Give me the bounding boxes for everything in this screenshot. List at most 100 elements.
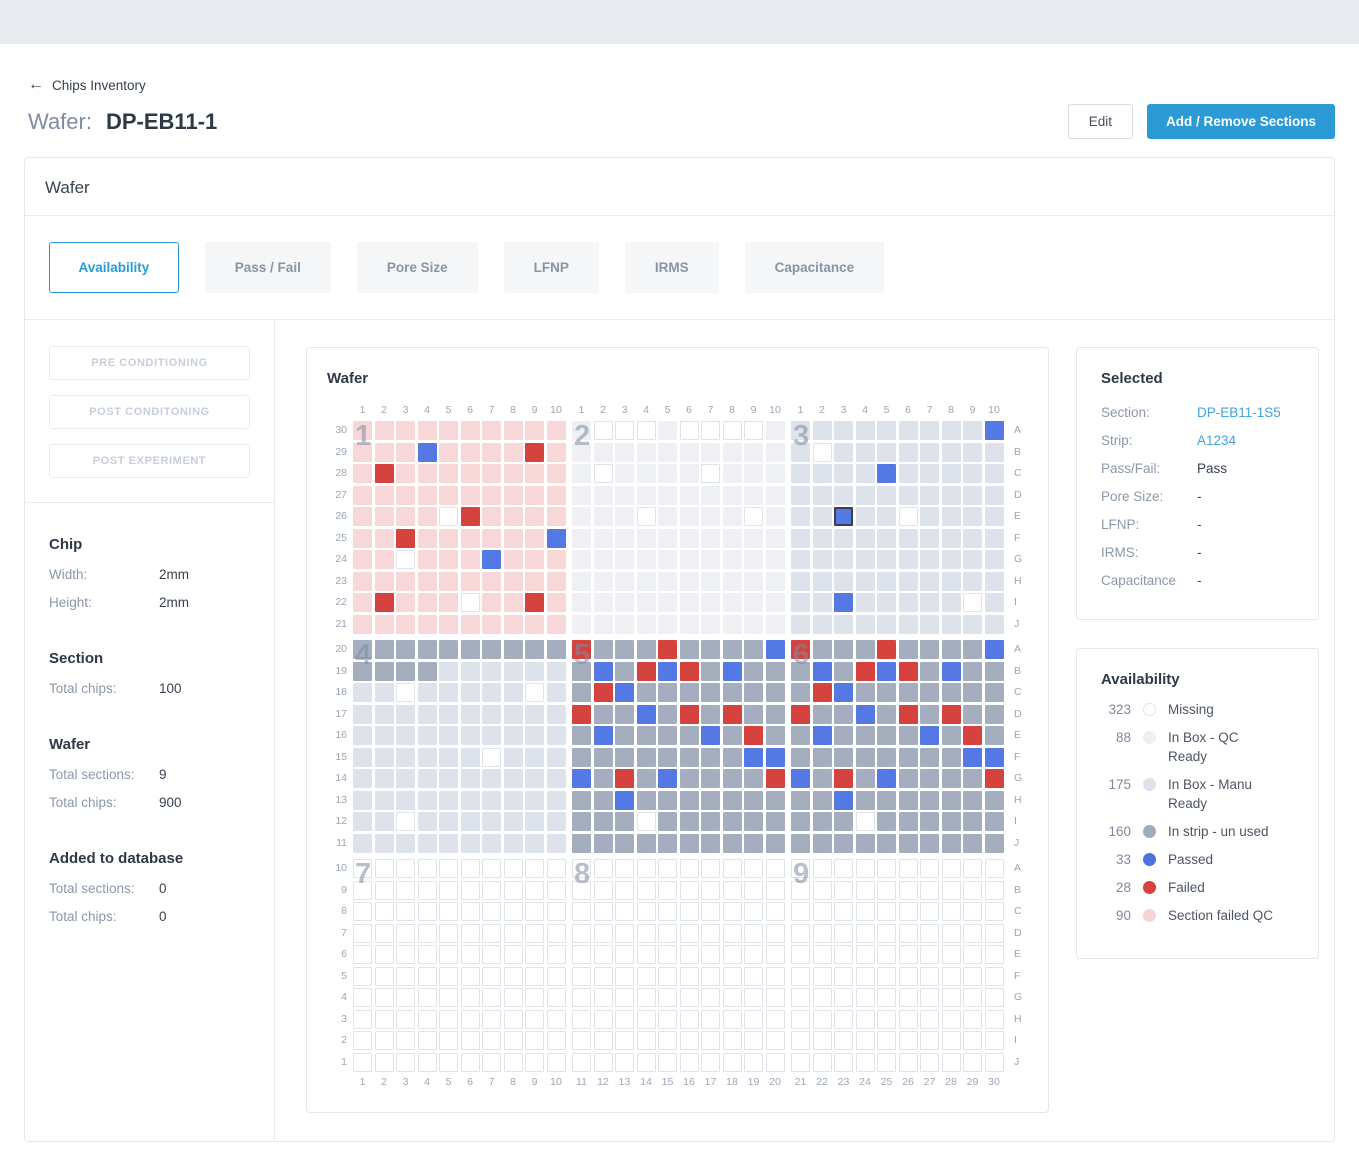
wafer-cell[interactable] bbox=[658, 485, 677, 505]
wafer-cell[interactable] bbox=[963, 550, 982, 569]
wafer-cell[interactable] bbox=[374, 747, 394, 767]
wafer-cell[interactable] bbox=[572, 683, 591, 702]
wafer-cell[interactable] bbox=[482, 966, 501, 986]
wafer-cell[interactable] bbox=[898, 683, 918, 702]
wafer-cell[interactable] bbox=[765, 945, 785, 964]
wafer-cell[interactable] bbox=[744, 571, 763, 591]
wafer-cell[interactable] bbox=[765, 923, 785, 943]
wafer-cell[interactable] bbox=[855, 880, 875, 900]
wafer-cell[interactable] bbox=[984, 902, 1004, 921]
wafer-cell[interactable] bbox=[572, 507, 591, 526]
wafer-cell[interactable] bbox=[525, 507, 544, 526]
wafer-cell[interactable] bbox=[941, 1009, 961, 1029]
wafer-cell[interactable] bbox=[963, 923, 982, 943]
wafer-cell[interactable] bbox=[636, 726, 656, 745]
wafer-cell[interactable] bbox=[503, 1009, 523, 1029]
wafer-cell[interactable] bbox=[482, 421, 501, 440]
wafer-cell[interactable] bbox=[353, 1031, 372, 1050]
wafer-cell[interactable] bbox=[593, 528, 613, 548]
wafer-cell[interactable] bbox=[374, 923, 394, 943]
wafer-cell[interactable] bbox=[812, 442, 832, 462]
wafer-cell[interactable] bbox=[525, 442, 544, 462]
wafer-cell[interactable] bbox=[460, 485, 480, 505]
wafer-cell[interactable] bbox=[765, 747, 785, 767]
wafer-cell[interactable] bbox=[701, 859, 720, 878]
wafer-cell[interactable] bbox=[593, 790, 613, 810]
wafer-cell[interactable] bbox=[855, 485, 875, 505]
wafer-cell[interactable] bbox=[834, 442, 853, 462]
wafer-cell[interactable] bbox=[855, 923, 875, 943]
wafer-cell[interactable] bbox=[679, 859, 699, 878]
wafer-cell[interactable] bbox=[525, 464, 544, 483]
wafer-cell[interactable] bbox=[593, 550, 613, 569]
wafer-cell[interactable] bbox=[791, 859, 810, 878]
wafer-cell[interactable] bbox=[353, 485, 372, 505]
wafer-cell[interactable] bbox=[503, 593, 523, 612]
wafer-cell[interactable] bbox=[546, 880, 566, 900]
wafer-cell[interactable] bbox=[855, 945, 875, 964]
wafer-cell[interactable] bbox=[941, 464, 961, 483]
wafer-cell[interactable] bbox=[898, 859, 918, 878]
wafer-cell[interactable] bbox=[984, 640, 1004, 659]
wafer-cell[interactable] bbox=[439, 769, 458, 788]
wafer-cell[interactable] bbox=[791, 812, 810, 831]
wafer-cell[interactable] bbox=[920, 833, 939, 853]
wafer-cell[interactable] bbox=[396, 1009, 415, 1029]
wafer-cell[interactable] bbox=[765, 1009, 785, 1029]
wafer-cell[interactable] bbox=[791, 833, 810, 853]
wafer-cell[interactable] bbox=[353, 550, 372, 569]
wafer-cell[interactable] bbox=[765, 988, 785, 1007]
wafer-cell[interactable] bbox=[701, 1052, 720, 1072]
wafer-cell[interactable] bbox=[877, 593, 896, 612]
wafer-cell[interactable] bbox=[482, 747, 501, 767]
wafer-cell[interactable] bbox=[417, 812, 437, 831]
wafer-cell[interactable] bbox=[855, 812, 875, 831]
wafer-cell[interactable] bbox=[834, 614, 853, 634]
wafer-cell[interactable] bbox=[396, 442, 415, 462]
wafer-cell[interactable] bbox=[615, 966, 634, 986]
wafer-cell[interactable] bbox=[460, 704, 480, 724]
wafer-cell[interactable] bbox=[791, 614, 810, 634]
wafer-cell[interactable] bbox=[482, 726, 501, 745]
wafer-cell[interactable] bbox=[482, 640, 501, 659]
wafer-cell[interactable] bbox=[834, 1031, 853, 1050]
wafer-cell[interactable] bbox=[722, 902, 742, 921]
wafer-cell[interactable] bbox=[546, 640, 566, 659]
wafer-cell[interactable] bbox=[525, 614, 544, 634]
wafer-cell[interactable] bbox=[374, 1009, 394, 1029]
wafer-cell[interactable] bbox=[679, 550, 699, 569]
wafer-cell[interactable] bbox=[941, 442, 961, 462]
wafer-cell[interactable] bbox=[941, 640, 961, 659]
wafer-cell[interactable] bbox=[353, 421, 372, 440]
wafer-cell[interactable] bbox=[593, 833, 613, 853]
wafer-cell[interactable] bbox=[593, 571, 613, 591]
wafer-cell[interactable] bbox=[417, 859, 437, 878]
wafer-cell[interactable] bbox=[546, 859, 566, 878]
wafer-cell[interactable] bbox=[460, 988, 480, 1007]
wafer-cell[interactable] bbox=[460, 880, 480, 900]
wafer-cell[interactable] bbox=[679, 988, 699, 1007]
wafer-cell[interactable] bbox=[963, 593, 982, 612]
wafer-cell[interactable] bbox=[460, 859, 480, 878]
wafer-cell[interactable] bbox=[636, 614, 656, 634]
wafer-cell[interactable] bbox=[572, 704, 591, 724]
wafer-cell[interactable] bbox=[855, 571, 875, 591]
wafer-cell[interactable] bbox=[941, 988, 961, 1007]
wafer-cell[interactable] bbox=[593, 704, 613, 724]
wafer-cell[interactable] bbox=[898, 1009, 918, 1029]
wafer-cell[interactable] bbox=[898, 528, 918, 548]
wafer-cell[interactable] bbox=[572, 528, 591, 548]
wafer-cell[interactable] bbox=[834, 880, 853, 900]
wafer-cell[interactable] bbox=[636, 902, 656, 921]
wafer-cell[interactable] bbox=[572, 902, 591, 921]
wafer-cell[interactable] bbox=[963, 945, 982, 964]
wafer-cell[interactable] bbox=[615, 528, 634, 548]
wafer-cell[interactable] bbox=[722, 988, 742, 1007]
wafer-cell[interactable] bbox=[877, 923, 896, 943]
wafer-cell[interactable] bbox=[812, 507, 832, 526]
wafer-cell[interactable] bbox=[898, 661, 918, 681]
wafer-cell[interactable] bbox=[834, 988, 853, 1007]
wafer-cell[interactable] bbox=[812, 550, 832, 569]
wafer-cell[interactable] bbox=[439, 966, 458, 986]
wafer-cell[interactable] bbox=[482, 1031, 501, 1050]
